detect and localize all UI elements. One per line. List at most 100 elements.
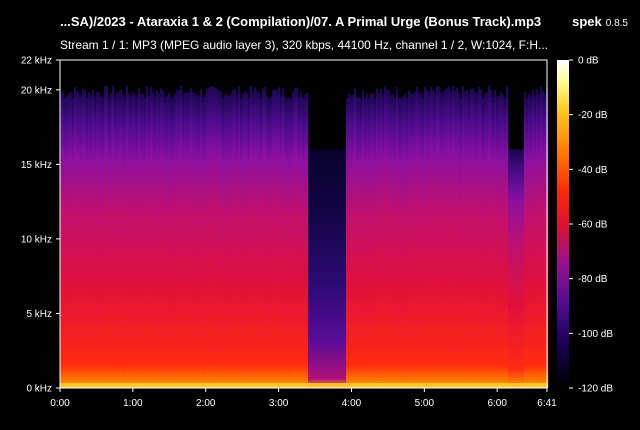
spectrum-column [268, 98, 271, 389]
db-tick-label: -120 dB [578, 384, 613, 395]
spectrum-column [110, 92, 113, 389]
db-scale: 0 dB -20 dB -40 dB -60 dB -80 dB -100 dB -120 … [569, 56, 613, 395]
spectrum-column [384, 86, 387, 389]
spectrum-column [186, 92, 189, 388]
spectrum-column [310, 149, 313, 388]
db-tick-label: -60 dB [578, 220, 608, 231]
spectrum-column [336, 149, 339, 388]
spectrum-column [204, 95, 207, 388]
spectrum-column [370, 92, 373, 388]
plot-frame [59, 59, 548, 389]
spectrum-column [386, 89, 389, 388]
spectrum-column [82, 88, 85, 388]
spectrum-column [460, 97, 463, 389]
stream-info: Stream 1 / 1: MP3 (MPEG audio layer 3), … [60, 38, 549, 52]
spectrum-column [510, 149, 513, 388]
spectrum-column [496, 96, 499, 389]
spectrum-column [160, 88, 163, 389]
spectrum-column [272, 89, 275, 388]
spectrum-column [84, 89, 87, 389]
spectrum-column [434, 92, 437, 388]
time-tick-label: 2:00 [196, 398, 216, 409]
spectrum-column [518, 149, 521, 388]
spectrum-column [528, 93, 531, 388]
spectrum-column [70, 91, 73, 388]
spectrum-column [448, 86, 451, 388]
spectrum-column [488, 85, 491, 388]
spectrum-column [544, 93, 547, 389]
spectrum-column [172, 98, 175, 389]
spectrum-column [354, 88, 357, 389]
spectrum-column [266, 95, 269, 388]
spectrum-column [392, 93, 395, 389]
spectrum-column [300, 92, 303, 389]
spectrum-column [404, 94, 407, 389]
app-name: spek [572, 14, 602, 29]
spectrum-column [152, 92, 155, 388]
time-tick-label: 3:00 [269, 398, 289, 409]
spectrum-column [296, 87, 299, 388]
spectrum-column [92, 89, 95, 389]
spectrum-column [134, 94, 137, 389]
spectrum-column [122, 94, 125, 388]
spectrum-column [416, 86, 419, 388]
db-tick-label: -20 dB [578, 110, 608, 121]
spectrum-column [516, 149, 519, 388]
spectrum-column [414, 91, 417, 388]
spectrum-column [514, 149, 517, 388]
spectrum-column [262, 88, 265, 388]
spectrum-column [412, 93, 415, 389]
spectrum-column [500, 91, 503, 388]
spectrum-column [302, 98, 305, 388]
spectrum-column [478, 86, 481, 389]
freq-tick-label: 22 kHz [21, 56, 52, 67]
spectrum-column [340, 149, 343, 388]
spectrum-column [178, 90, 181, 388]
spectrum-column [226, 93, 229, 388]
spectrum-column [360, 98, 363, 389]
time-axis: 0:00 1:00 2:00 3:00 4:00 5:00 6:00 6:41 [50, 388, 557, 409]
spectrum-column [440, 93, 443, 388]
spectrum-column [512, 149, 515, 388]
spectrum-column [316, 149, 319, 388]
spectrum-column [108, 97, 111, 389]
spectrum-column [94, 96, 97, 389]
spectrum-column [188, 92, 191, 388]
spectrum-column [234, 88, 237, 388]
spectrum-column [194, 92, 197, 389]
spectrum-column [324, 149, 327, 388]
spectrum-column [396, 86, 399, 388]
spectrum-column [364, 97, 367, 388]
spectrum-column [144, 97, 147, 388]
spectrum-column [210, 85, 213, 388]
spectrum-column [472, 88, 475, 388]
low-freq-band [60, 383, 547, 388]
spectrum-column [402, 96, 405, 389]
spectrum-column [142, 94, 145, 388]
spectrum-column [150, 86, 153, 388]
spectrum-column [214, 87, 217, 389]
spectrum-column [176, 89, 179, 388]
spectrum-column [250, 85, 253, 389]
spectrum-column [78, 93, 81, 388]
spectrum-column [410, 92, 413, 389]
spectrum-column [90, 95, 93, 388]
spectrum-column [536, 88, 539, 388]
spectrum-column [462, 85, 465, 388]
spectrum-column [224, 94, 227, 388]
spectrum-column [456, 87, 459, 389]
spectrum-column [148, 95, 151, 388]
spectrum-column [486, 92, 489, 389]
spectrum-column [322, 149, 325, 388]
spectrum-column [86, 97, 89, 388]
spectrum-column [378, 92, 381, 388]
spectrum-column [76, 90, 79, 389]
spectrum-column [428, 92, 431, 388]
spectrum-column [474, 92, 477, 389]
time-tick-label: 4:00 [342, 398, 362, 409]
spectrum-column [260, 97, 263, 388]
spectrum-column [158, 93, 161, 388]
spectrum-column [182, 94, 185, 388]
spectrum-column [112, 85, 115, 388]
